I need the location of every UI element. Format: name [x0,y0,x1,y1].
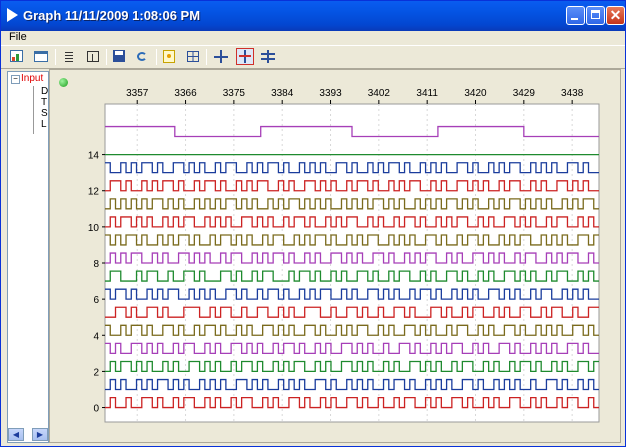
x-tick-label: 3420 [464,88,487,99]
tree-node[interactable]: T [41,97,48,108]
signal-trace [105,162,599,174]
toolbar-separator [106,49,107,65]
x-tick-label: 3375 [223,88,246,99]
x-tick-label: 3393 [319,88,342,99]
y-tick-label: 10 [88,223,100,234]
signal-trace [105,378,599,391]
minimize-icon [571,18,578,20]
grid-icon[interactable] [185,49,201,64]
y-tick-label: 8 [93,259,99,270]
signal-trace [105,306,599,318]
x-tick-label: 3384 [271,88,294,99]
x-tick-label: 3411 [416,88,438,99]
toolbar-separator [55,49,56,65]
x-tick-label: 3402 [368,88,391,99]
signal-trace [105,360,599,373]
menu-file[interactable]: File [9,31,27,43]
app-icon [7,8,18,22]
graph-panel: 3357 3366 3375 3384 3393 3402 3411 3420 3429 3438… [49,69,621,443]
signal-trace [105,270,599,282]
new-icon[interactable] [161,49,177,64]
close-button[interactable]: ✕ [606,6,625,25]
signal-trace [105,396,599,409]
signal-trace [105,252,599,264]
tree-node[interactable]: S [41,108,48,119]
y-tick-label: 12 [88,187,100,198]
signal-trace [105,324,599,336]
tree-connector [33,86,34,134]
signal-chart[interactable]: 3357 3366 3375 3384 3393 3402 3411 3420 3429 3438… [50,70,620,442]
toolbar-separator [156,49,157,65]
save-icon[interactable] [111,49,127,64]
signal-trace [105,125,599,138]
layout-icon[interactable] [85,49,101,64]
menu-bar: File [1,31,625,45]
close-icon: ✕ [609,7,622,23]
tree-node-input[interactable]: Input [21,73,44,84]
title-bar[interactable]: Graph 11/11/2009 1:08:06 PM ✕ [1,1,625,31]
y-tick-label: 0 [93,404,99,415]
toolbar [1,45,625,69]
x-tick-label: 3429 [513,88,536,99]
zoom-fit-icon[interactable] [213,49,229,64]
table-icon[interactable] [33,49,49,64]
minimize-button[interactable] [566,6,585,25]
signal-trace [105,198,599,210]
signal-trace [105,234,599,246]
maximize-icon [591,10,600,19]
refresh-icon[interactable] [135,49,151,64]
signal-trace [105,216,599,228]
signal-trace [105,342,599,354]
y-tick-label: 14 [88,151,100,162]
channel-tree: − Input D T S L ◀ ▶ [7,71,49,443]
zoom-horizontal-icon[interactable] [236,48,254,65]
y-tick-label: 2 [93,367,99,378]
signal-trace [105,288,599,300]
collapse-icon[interactable]: − [11,75,20,84]
signal-trace [105,180,599,192]
maximize-button[interactable] [586,6,605,25]
status-indicator-icon [59,78,68,87]
x-tick-label: 3357 [126,88,149,99]
x-tick-label: 3366 [174,88,197,99]
y-tick-label: 6 [93,295,99,306]
tree-node[interactable]: L [41,119,47,130]
window-title: Graph 11/11/2009 1:08:06 PM [23,8,201,23]
scroll-left-arrow-icon[interactable]: ◀ [8,428,24,441]
chart-icon[interactable] [9,49,25,64]
zoom-vertical-icon[interactable] [260,49,276,64]
y-tick-label: 4 [93,331,99,342]
toolbar-separator [206,49,207,65]
list-icon[interactable] [61,49,77,64]
scroll-right-arrow-icon[interactable]: ▶ [32,428,48,441]
tree-node[interactable]: D [41,86,49,97]
x-tick-label: 3438 [561,88,584,99]
